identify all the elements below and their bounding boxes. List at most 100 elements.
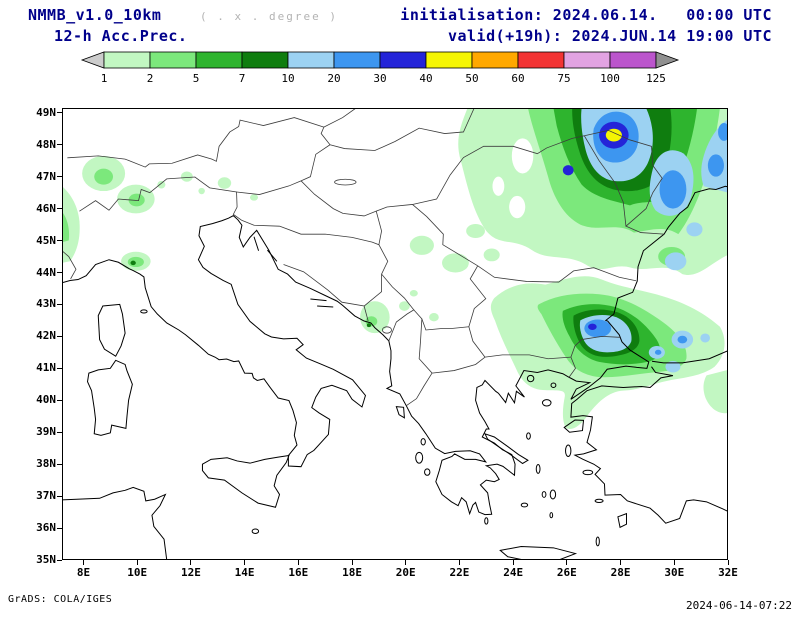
lat-tick-mark — [57, 303, 62, 305]
island-karpathos — [596, 537, 599, 546]
island-pag — [267, 250, 276, 261]
coastline-north-africa — [62, 487, 167, 560]
lon-tick-label: 30E — [664, 566, 685, 579]
island-corfu — [396, 407, 404, 418]
lon-tick-mark — [673, 560, 675, 565]
island-samothrace — [551, 383, 556, 387]
lat-tick-mark — [57, 527, 62, 529]
colorbar: 1 2 5 7 10 20 30 40 50 60 75 100 125 — [80, 51, 680, 85]
island-euboea — [485, 434, 528, 464]
island-paros — [542, 492, 546, 498]
lake-balaton — [335, 179, 356, 185]
colorbar-tick-label: 10 — [281, 72, 294, 85]
precip-shading-level40 — [605, 128, 622, 142]
island-elba — [141, 310, 147, 313]
colorbar-segment — [287, 51, 335, 69]
island-sicily — [202, 456, 288, 508]
lat-tick-mark — [57, 335, 62, 337]
island-rhodes — [618, 514, 627, 528]
lon-tick-label: 20E — [395, 566, 416, 579]
lon-tick-label: 14E — [234, 566, 255, 579]
island-kefalonia — [416, 452, 423, 463]
lat-tick-mark — [57, 144, 62, 146]
island-thasos — [527, 375, 533, 381]
colorbar-tick-label: 30 — [373, 72, 386, 85]
colorbar-segment — [149, 51, 197, 69]
island-milos — [521, 503, 527, 507]
lon-tick-mark — [82, 560, 84, 565]
lon-tick-mark — [566, 560, 568, 565]
island-andros — [536, 464, 540, 473]
colorbar-segment — [609, 51, 657, 69]
lon-tick-label: 16E — [288, 566, 309, 579]
lon-tick-label: 18E — [342, 566, 362, 579]
island-kos — [595, 499, 603, 502]
lat-tick-label: 45N — [36, 233, 56, 247]
colorbar-tick-label: 7 — [239, 72, 246, 85]
colorbar-tick-label: 125 — [646, 72, 666, 85]
lat-tick-mark — [57, 495, 62, 497]
coastline-anatolia-blacksea — [652, 351, 728, 363]
island-malta — [252, 529, 258, 533]
island-chios — [566, 445, 571, 456]
lon-tick-mark — [512, 560, 514, 565]
island-skyros — [527, 433, 531, 439]
lon-tick-mark — [405, 560, 407, 565]
colorbar-segment — [195, 51, 243, 69]
colorbar-segment — [471, 51, 519, 69]
island-santorini — [550, 513, 553, 518]
lon-tick-mark — [351, 560, 353, 565]
island-limnos — [542, 400, 551, 406]
island-zakynthos — [425, 469, 430, 475]
lat-tick-label: 44N — [36, 265, 56, 279]
colorbar-tick-label: 2 — [147, 72, 154, 85]
lon-tick-mark — [458, 560, 460, 565]
colorbar-segment — [563, 51, 611, 69]
colorbar-segment — [103, 51, 151, 69]
colorbar-segment — [425, 51, 473, 69]
island-naxos — [550, 490, 555, 499]
lon-tick-label: 26E — [556, 566, 577, 579]
lat-tick-mark — [57, 559, 62, 561]
generation-timestamp: 2024-06-14-07:22 — [686, 599, 792, 612]
lat-tick-label: 46N — [36, 201, 56, 215]
lat-tick-mark — [57, 208, 62, 210]
island-kythira — [485, 518, 488, 524]
colorbar-tick-label: 75 — [557, 72, 570, 85]
island-korcula — [317, 306, 333, 307]
map-frame: 49N 48N 47N 46N 45N 44N 43N 42N 41N 40N 39N 38N 37N 3… — [36, 106, 738, 578]
lat-tick-label: 38N — [36, 457, 56, 471]
valid-time: valid(+19h): 2024.JUN.14 19:00 UTC — [447, 27, 772, 45]
lon-tick-label: 32E — [718, 566, 738, 579]
colorbar-tick-label: 60 — [511, 72, 524, 85]
lat-tick-label: 39N — [36, 425, 56, 439]
lon-tick-mark — [136, 560, 138, 565]
lon-tick-label: 8E — [76, 566, 91, 579]
initialisation-time: initialisation: 2024.06.14. 00:00 UTC — [400, 6, 772, 24]
lat-tick-label: 42N — [36, 329, 56, 343]
grid-resolution-note: ( . x . degree ) — [200, 10, 338, 23]
lake-scutari — [382, 327, 391, 333]
island-lefkada — [421, 439, 425, 445]
map-canvas — [62, 108, 728, 560]
lon-tick-label: 28E — [610, 566, 631, 579]
lon-tick-mark — [620, 560, 622, 565]
lon-tick-label: 24E — [503, 566, 524, 579]
lon-tick-mark — [244, 560, 246, 565]
colorbar-segment — [241, 51, 289, 69]
colorbar-tick-label: 20 — [327, 72, 340, 85]
lat-tick-label: 49N — [36, 105, 56, 119]
colorbar-over-arrow — [655, 51, 680, 69]
lat-tick-mark — [57, 463, 62, 465]
colorbar-under-arrow — [80, 51, 105, 69]
lat-tick-label: 37N — [36, 489, 56, 503]
coastline-anatolia-aegean — [571, 367, 728, 524]
colorbar-tick-label: 40 — [419, 72, 432, 85]
island-samos — [583, 470, 593, 474]
colorbar-segment — [333, 51, 381, 69]
island-lesbos — [564, 420, 583, 432]
island-hvar — [310, 299, 326, 301]
colorbar-segment — [517, 51, 565, 69]
lat-tick-mark — [57, 176, 62, 178]
